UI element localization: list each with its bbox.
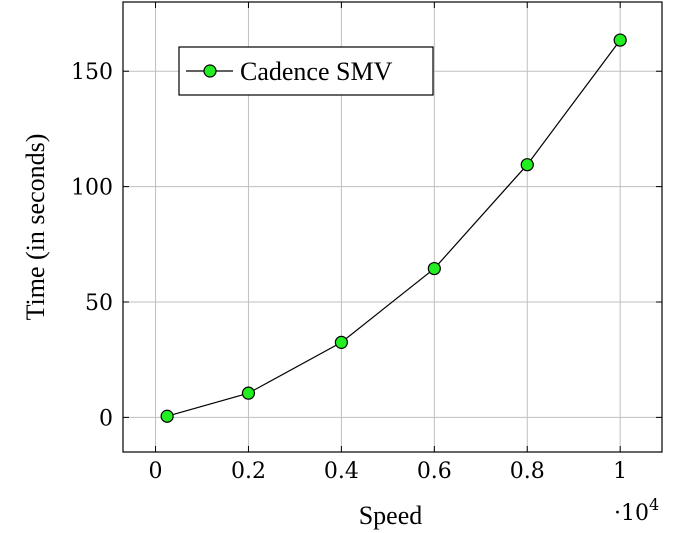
legend: Cadence SMV — [178, 46, 434, 96]
x-tick-label: 1 — [613, 459, 627, 484]
data-point — [241, 386, 256, 400]
legend-label-cadence-smv: Cadence SMV — [240, 57, 393, 86]
y-tick-label: 50 — [85, 291, 113, 316]
x-axis-multiplier: ·104 — [614, 495, 659, 526]
tick-marks — [123, 2, 662, 452]
data-point — [427, 261, 441, 276]
data-point — [334, 335, 348, 349]
y-tick-labels: 0 50 100 150 — [71, 60, 113, 431]
data-point — [520, 158, 534, 172]
y-axis-label: Time (in seconds) — [21, 134, 50, 321]
y-tick-label: 100 — [71, 176, 113, 201]
x-tick-labels: 0 0.2 0.4 0.6 0.8 1 — [149, 459, 628, 484]
x-tick-label: 0.2 — [231, 459, 266, 484]
y-tick-label: 150 — [71, 60, 113, 85]
data-point — [613, 33, 627, 47]
plot-frame — [122, 1, 663, 453]
x-tick-label: 0 — [149, 459, 163, 484]
x-axis-label: Speed — [359, 501, 423, 530]
y-tick-label: 0 — [99, 406, 113, 431]
data-point — [160, 409, 174, 423]
x-axis-multiplier-exponent: 4 — [649, 495, 659, 514]
x-tick-label: 0.4 — [324, 459, 359, 484]
x-tick-label: 0.8 — [510, 459, 545, 484]
x-tick-label: 0.6 — [417, 459, 452, 484]
legend-marker — [203, 64, 217, 78]
series-line — [166, 39, 621, 417]
series-cadence-smv — [160, 33, 627, 423]
x-axis-multiplier-base: ·10 — [614, 501, 649, 526]
